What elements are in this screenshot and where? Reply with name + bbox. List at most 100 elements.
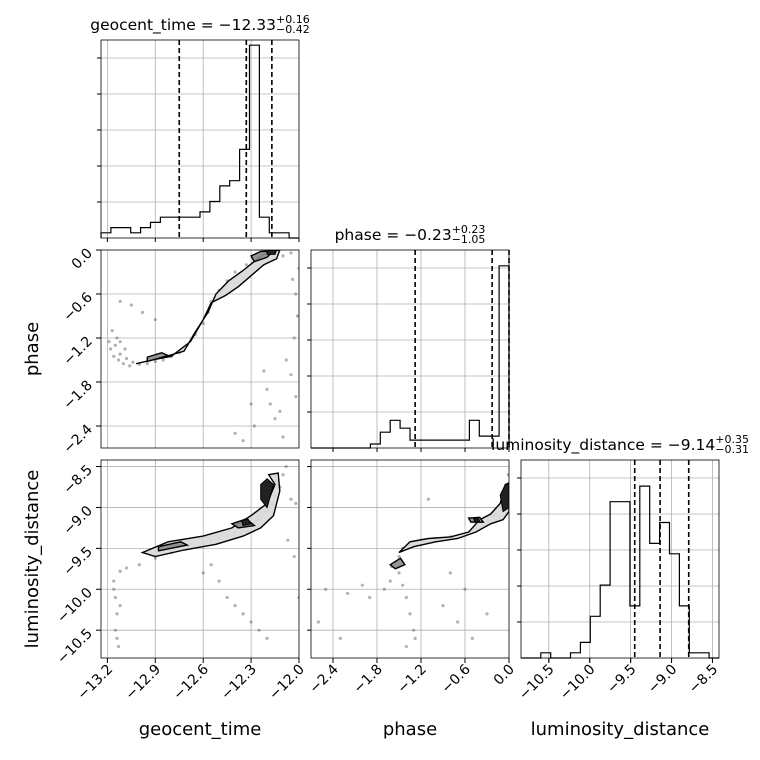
sample-point <box>161 358 165 362</box>
sample-point <box>123 347 127 351</box>
sample-point <box>404 595 408 600</box>
sample-point <box>284 358 288 362</box>
sample-point <box>412 628 416 632</box>
panel-frame <box>100 39 300 239</box>
x-tick-label: −12.0 <box>266 662 308 704</box>
sample-point <box>294 395 298 399</box>
sample-point <box>292 336 296 340</box>
y-axis-label-luminosity_distance: luminosity_distance <box>22 470 43 649</box>
sample-point <box>137 563 141 567</box>
sample-point <box>145 362 149 366</box>
scatter-panel-geocent_time-phase <box>100 249 300 449</box>
x-tick-label: −9.0 <box>645 662 680 697</box>
panel-title-sub-geocent_time: −0.42 <box>276 23 310 36</box>
sample-point <box>470 636 474 640</box>
y-tick-label: −9.5 <box>60 544 95 579</box>
panel-frame <box>520 459 720 659</box>
sample-point <box>118 604 122 608</box>
sample-point <box>153 318 157 322</box>
density-peak <box>266 250 278 255</box>
y-tick-label: −8.5 <box>60 462 95 497</box>
y-tick-label: −2.4 <box>60 421 95 456</box>
x-tick-label: −8.5 <box>686 662 721 697</box>
sample-point <box>257 628 261 632</box>
sample-point <box>112 354 116 358</box>
sample-point <box>408 612 412 616</box>
panel-content <box>316 473 509 649</box>
y-tick-label: 0.0 <box>69 246 96 273</box>
contour <box>135 250 281 365</box>
panel-frame <box>100 459 300 659</box>
sample-point <box>456 620 460 624</box>
panel-content <box>112 464 299 649</box>
sample-point <box>397 571 401 575</box>
sample-point <box>112 587 116 591</box>
sample-point <box>265 636 269 640</box>
sample-point <box>262 369 266 373</box>
sample-point <box>316 620 320 624</box>
sample-point <box>273 417 277 421</box>
contour <box>398 482 509 554</box>
sample-point <box>217 579 221 583</box>
panel-frame <box>310 249 510 449</box>
histogram-panel-luminosity_distance: luminosity_distance = −9.14+0.35−0.31 <box>491 433 749 662</box>
sample-point <box>118 340 122 344</box>
sample-point <box>281 473 285 477</box>
density-peak <box>260 478 275 509</box>
panel-title-geocent_time: geocent_time = −12.33+0.16 <box>90 13 310 35</box>
sample-point <box>278 409 282 413</box>
y-tick-label: −10.0 <box>54 585 96 627</box>
histogram-panel-geocent_time: geocent_time = −12.33+0.16−0.42 <box>90 13 310 242</box>
sample-point <box>413 636 417 640</box>
sample-point <box>252 424 256 428</box>
sample-point <box>463 587 467 591</box>
sample-point <box>346 591 350 595</box>
sample-point <box>113 343 117 347</box>
sample-point <box>112 579 116 583</box>
panel-frame <box>100 249 300 449</box>
density-peak <box>499 484 509 513</box>
y-tick-label: −9.0 <box>60 503 95 538</box>
sample-point <box>153 556 157 560</box>
sample-point <box>289 373 293 377</box>
sample-point <box>388 579 392 583</box>
histogram-step-phase <box>311 265 510 449</box>
x-tick-label: −9.5 <box>604 662 639 697</box>
sample-point <box>338 636 342 640</box>
sample-point <box>281 254 285 258</box>
sample-point <box>107 340 111 344</box>
sample-point <box>292 554 296 559</box>
sample-point <box>118 299 122 303</box>
sample-point <box>116 644 121 649</box>
sample-point <box>110 329 114 333</box>
sample-point <box>295 314 299 318</box>
panel-content <box>107 250 299 443</box>
sample-point <box>426 497 430 501</box>
sample-point <box>401 583 405 587</box>
sample-point <box>118 352 122 356</box>
contour <box>140 472 281 558</box>
x-tick-label: −1.8 <box>350 662 385 697</box>
y-tick-label: −1.8 <box>60 378 95 413</box>
contour <box>388 557 406 570</box>
sample-point <box>360 583 364 587</box>
sample-point <box>441 604 445 608</box>
sample-point <box>201 571 205 575</box>
x-tick-label: −12.6 <box>170 661 212 703</box>
density-peak <box>473 517 481 522</box>
x-tick-label: −12.3 <box>218 662 260 704</box>
sample-point <box>140 310 145 314</box>
sample-point <box>448 571 452 575</box>
sample-point <box>294 501 298 505</box>
contour <box>146 351 171 363</box>
x-tick-label: 0.0 <box>491 662 518 689</box>
sample-point <box>233 604 237 608</box>
sample-point <box>265 387 269 391</box>
y-axis-label-phase: phase <box>22 322 43 376</box>
panel-title-sub-phase: −1.05 <box>452 233 486 246</box>
sample-point <box>121 362 125 366</box>
sample-point <box>281 435 285 439</box>
sample-point <box>113 595 117 600</box>
sample-point <box>153 359 157 364</box>
